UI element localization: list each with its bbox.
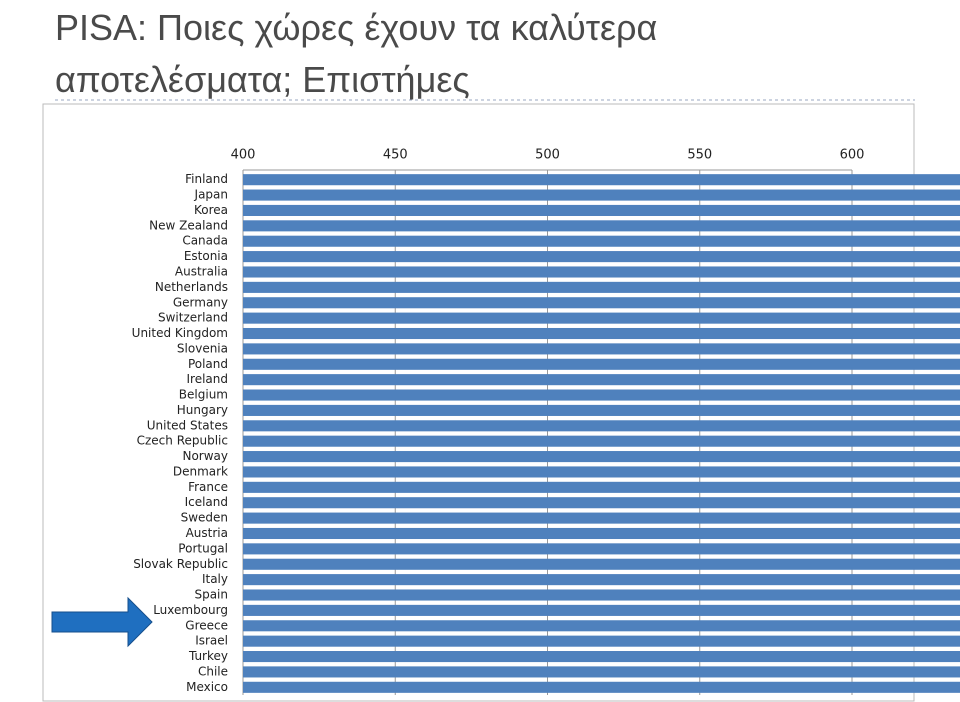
bar-segment — [243, 235, 960, 247]
bar-segment — [243, 204, 960, 216]
y-tick-label: France — [188, 480, 228, 494]
y-tick-label: Canada — [182, 234, 228, 248]
chart-title: PISA: Ποιες χώρες έχουν τα καλύτερα αποτ… — [55, 7, 658, 100]
y-tick-label: Czech Republic — [137, 434, 228, 448]
y-tick-label: Portugal — [178, 541, 228, 555]
y-tick-label: Japan — [194, 188, 228, 202]
bar-segment — [243, 312, 960, 324]
bar-segment — [243, 481, 960, 493]
bar-segment — [243, 343, 960, 355]
y-tick-label: Ireland — [186, 372, 228, 386]
bar-segment — [243, 451, 960, 463]
bar-segment — [243, 681, 960, 693]
bar-segment — [243, 189, 960, 201]
y-tick-label: Korea — [194, 203, 228, 217]
bar-segment — [243, 266, 960, 278]
y-tick-label: Italy — [202, 572, 228, 586]
y-tick-label: Finland — [185, 172, 228, 186]
bar-segment — [243, 297, 960, 309]
y-tick-label: Denmark — [173, 464, 228, 478]
bar-segment — [243, 281, 960, 293]
y-tick-label: Estonia — [184, 249, 228, 263]
bar-segment — [243, 435, 960, 447]
bar-segment — [243, 635, 960, 647]
bar-segment — [243, 512, 960, 524]
bar-segment — [243, 404, 960, 416]
y-tick-label: Australia — [175, 264, 228, 278]
y-tick-label: Spain — [194, 588, 228, 602]
y-tick-label: Belgium — [179, 388, 228, 402]
y-tick-label: Slovak Republic — [133, 557, 228, 571]
y-tick-label: Iceland — [185, 495, 228, 509]
y-tick-label: Chile — [198, 664, 228, 678]
bar-segment — [243, 558, 960, 570]
bar-segment — [243, 589, 960, 601]
bar-segment — [243, 420, 960, 432]
y-tick-label: New Zealand — [149, 218, 228, 232]
bar-segment — [243, 220, 960, 232]
arrow — [51, 596, 153, 648]
x-tick-label: 550 — [687, 148, 712, 163]
x-tick-label: 400 — [231, 148, 256, 163]
bar-segment — [243, 574, 960, 586]
y-tick-label: United States — [147, 418, 228, 432]
bar-segment — [243, 251, 960, 263]
bar-segment — [243, 527, 960, 540]
y-tick-label: Turkey — [188, 649, 228, 663]
bar-segment — [243, 666, 960, 678]
bar-segment — [243, 543, 960, 555]
y-tick-label: United Kingdom — [132, 326, 228, 340]
y-tick-label: Slovenia — [177, 341, 228, 355]
x-tick-label: 600 — [840, 148, 865, 163]
bar-segment — [243, 358, 960, 370]
bar-segment — [243, 604, 960, 616]
x-tick-label: 450 — [383, 148, 408, 163]
y-tick-label: Switzerland — [158, 311, 228, 325]
chart-frame — [42, 103, 915, 702]
y-tick-label: Poland — [188, 357, 228, 371]
y-tick-label: Israel — [195, 634, 228, 648]
bar-segment — [243, 327, 960, 340]
bar-segment — [243, 374, 960, 386]
y-tick-label: Greece — [185, 618, 228, 632]
y-tick-label: Netherlands — [155, 280, 228, 294]
y-tick-label: Luxembourg — [153, 603, 228, 617]
bar-segment — [243, 651, 960, 663]
x-tick-label: 500 — [535, 148, 560, 163]
bar-segment — [243, 466, 960, 478]
y-tick-label: Norway — [182, 449, 228, 463]
y-tick-label: Mexico — [186, 680, 228, 694]
y-tick-label: Germany — [173, 295, 228, 309]
y-tick-label: Hungary — [177, 403, 228, 417]
y-tick-label: Sweden — [181, 511, 228, 525]
bar-segment — [243, 389, 960, 401]
bar-segment — [243, 497, 960, 509]
bar-segment — [243, 174, 960, 186]
y-tick-label: Austria — [186, 526, 228, 540]
bar-segment — [243, 620, 960, 632]
